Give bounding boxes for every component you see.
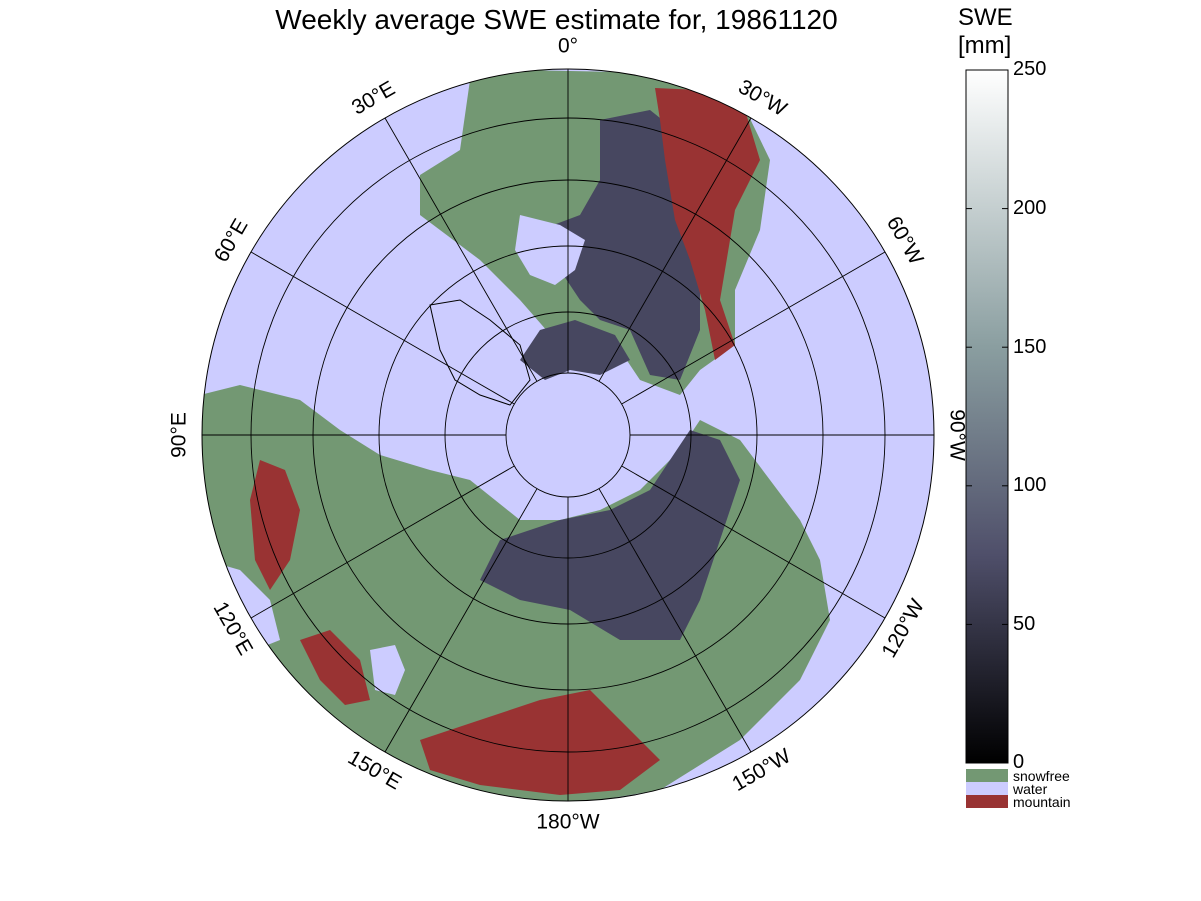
caucasus-mountain	[300, 630, 370, 705]
siberia-snow	[480, 430, 740, 640]
legend-label-snowfree: snowfree	[1013, 768, 1070, 784]
longitude-label: 0°	[558, 35, 578, 58]
meridian-line	[384, 117, 538, 382]
colorbar-tick-label: 200	[1013, 197, 1047, 219]
meridian-line	[250, 465, 515, 619]
longitude-label: 60°E	[210, 215, 253, 266]
map-title: Weekly average SWE estimate for, 1986112…	[275, 4, 838, 35]
swe-colorbar	[965, 69, 1009, 764]
legend-swatch-snowfree	[966, 769, 1008, 782]
map-frame	[201, 68, 935, 802]
colorbar-tick-label: 250	[1013, 58, 1047, 80]
legend-swatch-water	[966, 782, 1008, 795]
land-masses	[202, 70, 830, 801]
meridian-line	[384, 488, 538, 753]
colorbar-tick-label: 50	[1013, 613, 1036, 635]
hudson-bay	[515, 215, 585, 285]
colorbar-ticks	[966, 69, 1008, 764]
longitude-label: 90°W	[945, 409, 968, 461]
caspian-sea	[370, 645, 405, 695]
meridian-line	[621, 251, 886, 405]
legend-label-mountain: mountain	[1013, 794, 1071, 810]
canadian-archipelago	[520, 320, 630, 380]
meridian-line	[250, 251, 515, 405]
legend-label-water: water	[1013, 781, 1048, 797]
graticule	[202, 69, 934, 801]
colorbar-tick-label: 100	[1013, 474, 1047, 496]
colorbar-unit: [mm]	[958, 32, 1012, 59]
central-asia-mountain	[420, 690, 660, 795]
rockies-mountain	[655, 88, 760, 360]
scandinavia-mountain	[250, 460, 300, 590]
colorbar-tick-label: 0	[1013, 751, 1025, 773]
category-legend	[966, 769, 1008, 808]
legend-swatch-mountain	[966, 795, 1008, 808]
canada-snow	[520, 110, 710, 380]
longitude-label: 30°E	[348, 77, 399, 120]
meridian-line	[621, 465, 886, 619]
meridian-line	[598, 117, 752, 382]
longitude-label: 180°W	[536, 811, 599, 834]
colorbar-title: SWE	[958, 4, 1013, 31]
colorbar-tick-label: 150	[1013, 336, 1047, 358]
meridian-line	[598, 488, 752, 753]
longitude-label: 90°E	[168, 412, 191, 458]
